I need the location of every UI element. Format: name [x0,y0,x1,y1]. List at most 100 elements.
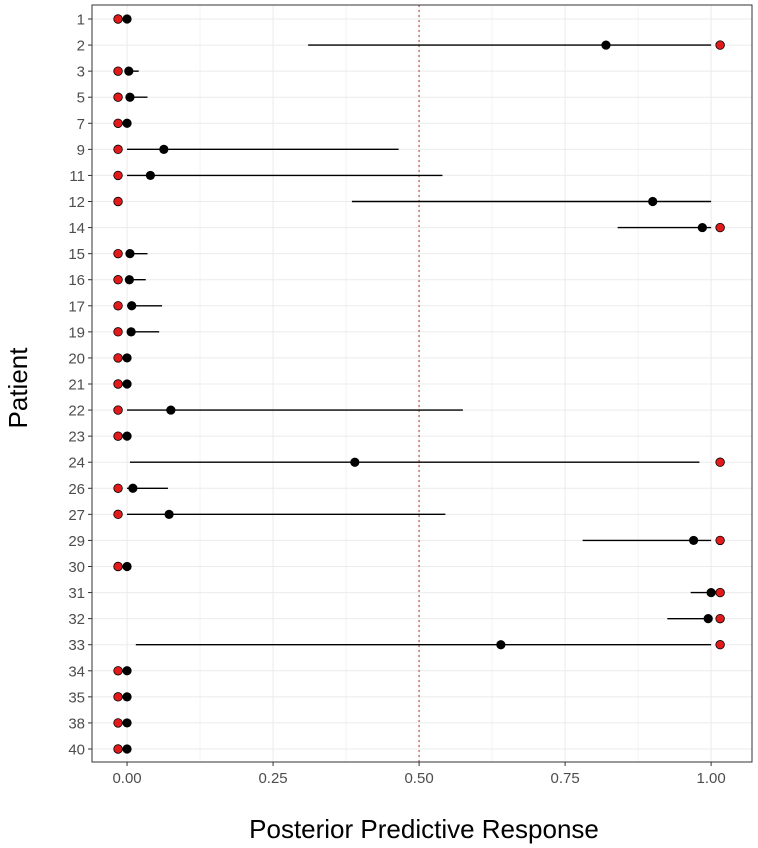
estimate-point [128,483,138,493]
y-tick-label: 19 [68,324,85,341]
estimate-point [122,431,132,441]
estimate-point [125,249,135,259]
estimate-point [124,275,134,285]
estimate-point [496,640,506,650]
observed-point [113,405,123,415]
y-tick-label: 15 [68,246,85,263]
y-tick-label: 12 [68,194,85,211]
y-axis-title: Patient [3,347,33,429]
observed-point [113,483,123,493]
estimate-point [697,222,707,233]
y-tick-label: 16 [68,272,85,289]
y-tick-label: 30 [68,559,85,576]
y-tick-label: 20 [68,350,85,367]
observed-point [113,301,123,311]
observed-point [113,248,123,259]
y-tick-label: 34 [68,663,85,680]
estimate-point [122,744,132,754]
estimate-point [648,196,658,207]
observed-point [715,613,725,624]
y-tick-label: 17 [68,298,85,315]
y-tick-label: 24 [68,455,85,472]
estimate-point [122,118,132,128]
estimate-point [688,535,699,546]
y-tick-label: 40 [68,742,85,759]
y-tick-label: 14 [68,220,85,237]
observed-point [715,222,725,233]
estimate-point [122,718,132,728]
y-tick-label: 35 [68,689,85,706]
y-tick-label: 2 [77,38,85,55]
y-tick-label: 3 [77,64,85,81]
observed-point [715,457,725,467]
estimate-point [706,587,716,598]
x-tick-layer: 0.00 0.25 0.50 0.75 1.00 [112,762,726,787]
y-tick-label: 9 [77,142,85,159]
y-tick-label: 23 [68,429,85,446]
x-tick-label: 1.00 [697,770,726,787]
estimate-point [145,170,156,181]
x-tick-label: 0.50 [404,770,433,787]
y-tick-layer: 1235791112141516171920212223242627293031… [68,12,92,759]
estimate-point [122,353,132,363]
y-tick-label: 22 [68,403,85,420]
observed-point [113,275,123,285]
observed-point [113,431,123,441]
observed-point [113,170,123,181]
y-tick-label: 21 [68,377,85,394]
y-tick-label: 26 [68,481,85,498]
observed-point [715,40,725,50]
estimate-point [703,614,713,624]
observed-point [113,327,123,337]
observed-point [113,692,123,702]
estimate-point [122,692,132,702]
observed-point [715,587,725,598]
estimate-point [122,379,132,389]
point-layer [113,14,725,754]
x-tick-label: 0.00 [112,770,141,787]
observed-point [113,118,123,128]
estimate-point [601,40,611,50]
y-tick-label: 27 [68,507,85,524]
y-tick-label: 32 [68,611,85,628]
observed-point [113,561,123,572]
estimate-point [125,92,135,102]
y-tick-label: 11 [69,168,85,185]
estimate-point [350,457,360,467]
x-tick-label: 0.75 [550,770,579,787]
y-tick-label: 7 [77,116,85,133]
estimate-point [124,66,134,76]
estimate-point [127,301,137,311]
y-tick-label: 33 [68,637,85,654]
observed-point [715,640,725,650]
y-tick-label: 29 [68,533,85,550]
observed-point [113,718,123,728]
observed-point [113,379,123,389]
estimate-point [122,14,132,24]
observed-point [113,509,123,520]
x-axis-title: Posterior Predictive Response [249,814,599,844]
estimate-point [164,509,174,519]
estimate-point [122,561,132,572]
estimate-point [126,327,136,337]
x-tick-label: 0.25 [258,770,287,787]
observed-point [113,144,123,155]
observed-point [113,666,123,676]
observed-point [113,14,123,24]
y-tick-label: 5 [77,90,85,107]
observed-point [715,535,725,546]
observed-point [113,744,123,754]
y-tick-label: 1 [77,12,85,29]
estimate-point [122,666,132,676]
observed-point [113,92,123,102]
estimate-point [159,144,169,154]
observed-point [113,66,123,76]
observed-point [113,196,123,207]
estimate-point [166,405,176,415]
y-tick-label: 31 [68,585,85,602]
y-tick-label: 38 [68,715,85,732]
observed-point [113,353,123,363]
